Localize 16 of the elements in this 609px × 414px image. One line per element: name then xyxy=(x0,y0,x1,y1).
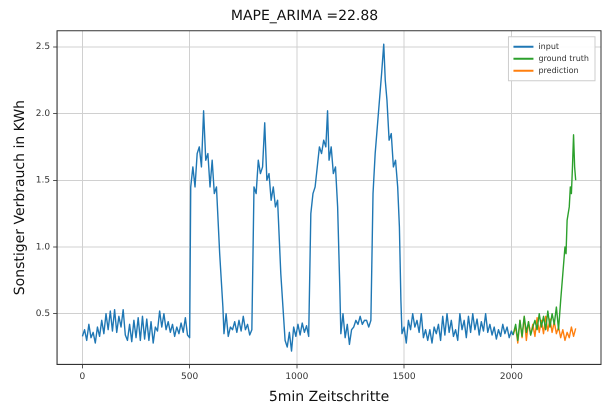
y-tick-label: 1.0 xyxy=(36,242,50,252)
chart-title: MAPE_ARIMA =22.88 xyxy=(230,8,378,24)
x-tick-label: 1500 xyxy=(392,372,416,382)
y-tick-label: 2.0 xyxy=(36,108,50,119)
legend-label: prediction xyxy=(538,66,579,75)
y-tick-label: 1.5 xyxy=(36,176,50,186)
x-tick-label: 2000 xyxy=(500,372,524,382)
legend-label: ground truth xyxy=(538,54,590,63)
y-tick-label: 2.5 xyxy=(36,42,50,52)
x-tick-label: 500 xyxy=(181,372,199,382)
legend-label: input xyxy=(538,42,560,51)
y-tick-label: 0.5 xyxy=(36,309,50,320)
x-tick-label: 1000 xyxy=(285,372,309,382)
x-axis-title: 5min Zeitschritte xyxy=(268,389,390,406)
x-tick-label: 0 xyxy=(80,372,86,382)
y-axis-title: Sonstiger Verbrauch in KWh xyxy=(12,100,28,296)
